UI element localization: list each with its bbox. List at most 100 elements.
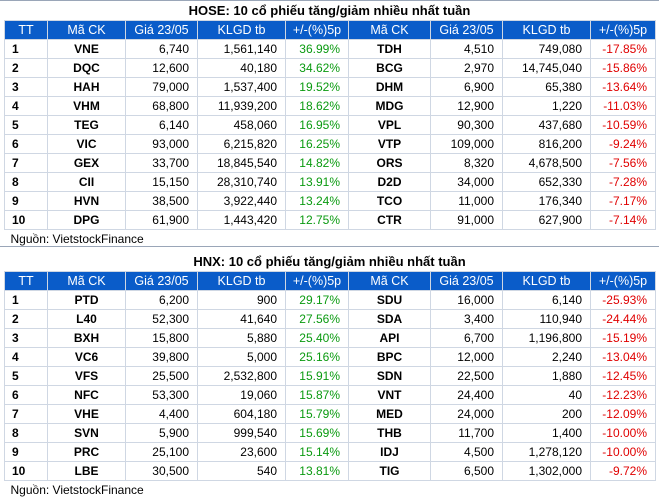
change-down-cell: -11.03% [591,97,656,116]
change-up-cell: 18.62% [286,97,349,116]
change-down-cell: -7.28% [591,173,656,192]
change-down-cell: -9.72% [591,462,656,481]
column-header: KLGD tb [198,21,286,40]
volume-cell: 652,330 [503,173,591,192]
column-header: Giá 23/05 [126,21,198,40]
source-note: Nguồn: VietstockFinance [5,481,656,500]
ticker-cell: BPC [349,348,431,367]
ticker-cell: CII [48,173,126,192]
volume-cell: 2,240 [503,348,591,367]
change-down-cell: -25.93% [591,291,656,310]
volume-cell: 65,380 [503,78,591,97]
price-cell: 6,140 [126,116,198,135]
price-cell: 16,000 [431,291,503,310]
column-header: Mã CK [349,21,431,40]
column-header: Mã CK [349,272,431,291]
change-down-cell: -12.23% [591,386,656,405]
column-header: Mã CK [48,21,126,40]
volume-cell: 23,600 [198,443,286,462]
price-cell: 11,000 [431,192,503,211]
hnx-title: HNX: 10 cổ phiếu tăng/giảm nhiều nhất tu… [4,253,655,271]
price-cell: 6,700 [431,329,503,348]
volume-cell: 6,140 [503,291,591,310]
change-down-cell: -15.19% [591,329,656,348]
column-header: KLGD tb [503,272,591,291]
volume-cell: 437,680 [503,116,591,135]
price-cell: 4,510 [431,40,503,59]
ticker-cell: GEX [48,154,126,173]
ticker-cell: DPG [48,211,126,230]
ticker-cell: SDA [349,310,431,329]
column-header: Mã CK [48,272,126,291]
price-cell: 91,000 [431,211,503,230]
ticker-cell: VFS [48,367,126,386]
volume-cell: 749,080 [503,40,591,59]
volume-cell: 2,532,800 [198,367,286,386]
change-up-cell: 13.91% [286,173,349,192]
column-header: Giá 23/05 [431,21,503,40]
column-header: +/-(%)5p [286,21,349,40]
ticker-cell: BCG [349,59,431,78]
volume-cell: 1,561,140 [198,40,286,59]
ticker-cell: DQC [48,59,126,78]
hose-section: HOSE: 10 cổ phiếu tăng/giảm nhiều nhất t… [4,2,655,249]
ticker-cell: BXH [48,329,126,348]
change-up-cell: 13.81% [286,462,349,481]
ticker-cell: VPL [349,116,431,135]
ticker-cell: TEG [48,116,126,135]
hose-title: HOSE: 10 cổ phiếu tăng/giảm nhiều nhất t… [4,2,655,20]
ticker-cell: SVN [48,424,126,443]
change-up-cell: 16.25% [286,135,349,154]
price-cell: 30,500 [126,462,198,481]
change-down-cell: -17.85% [591,40,656,59]
ticker-cell: VTP [349,135,431,154]
ticker-cell: VHE [48,405,126,424]
volume-cell: 458,060 [198,116,286,135]
volume-cell: 1,400 [503,424,591,443]
price-cell: 11,700 [431,424,503,443]
volume-cell: 1,443,420 [198,211,286,230]
ticker-cell: VNE [48,40,126,59]
change-up-cell: 19.52% [286,78,349,97]
rank-cell: 10 [5,462,48,481]
volume-cell: 28,310,740 [198,173,286,192]
rank-cell: 6 [5,135,48,154]
rank-cell: 9 [5,192,48,211]
ticker-cell: PTD [48,291,126,310]
rank-cell: 3 [5,329,48,348]
volume-cell: 176,340 [503,192,591,211]
rank-cell: 7 [5,405,48,424]
ticker-cell: LBE [48,462,126,481]
change-down-cell: -13.04% [591,348,656,367]
change-down-cell: -13.64% [591,78,656,97]
change-up-cell: 14.82% [286,154,349,173]
ticker-cell: SDN [349,367,431,386]
rank-cell: 2 [5,310,48,329]
ticker-cell: VIC [48,135,126,154]
column-header: KLGD tb [198,272,286,291]
rank-cell: 3 [5,78,48,97]
price-cell: 6,900 [431,78,503,97]
ticker-cell: CTR [349,211,431,230]
volume-cell: 1,220 [503,97,591,116]
price-cell: 3,400 [431,310,503,329]
price-cell: 109,000 [431,135,503,154]
volume-cell: 18,845,540 [198,154,286,173]
price-cell: 39,800 [126,348,198,367]
ticker-cell: PRC [48,443,126,462]
change-down-cell: -15.86% [591,59,656,78]
change-up-cell: 15.14% [286,443,349,462]
price-cell: 24,000 [431,405,503,424]
